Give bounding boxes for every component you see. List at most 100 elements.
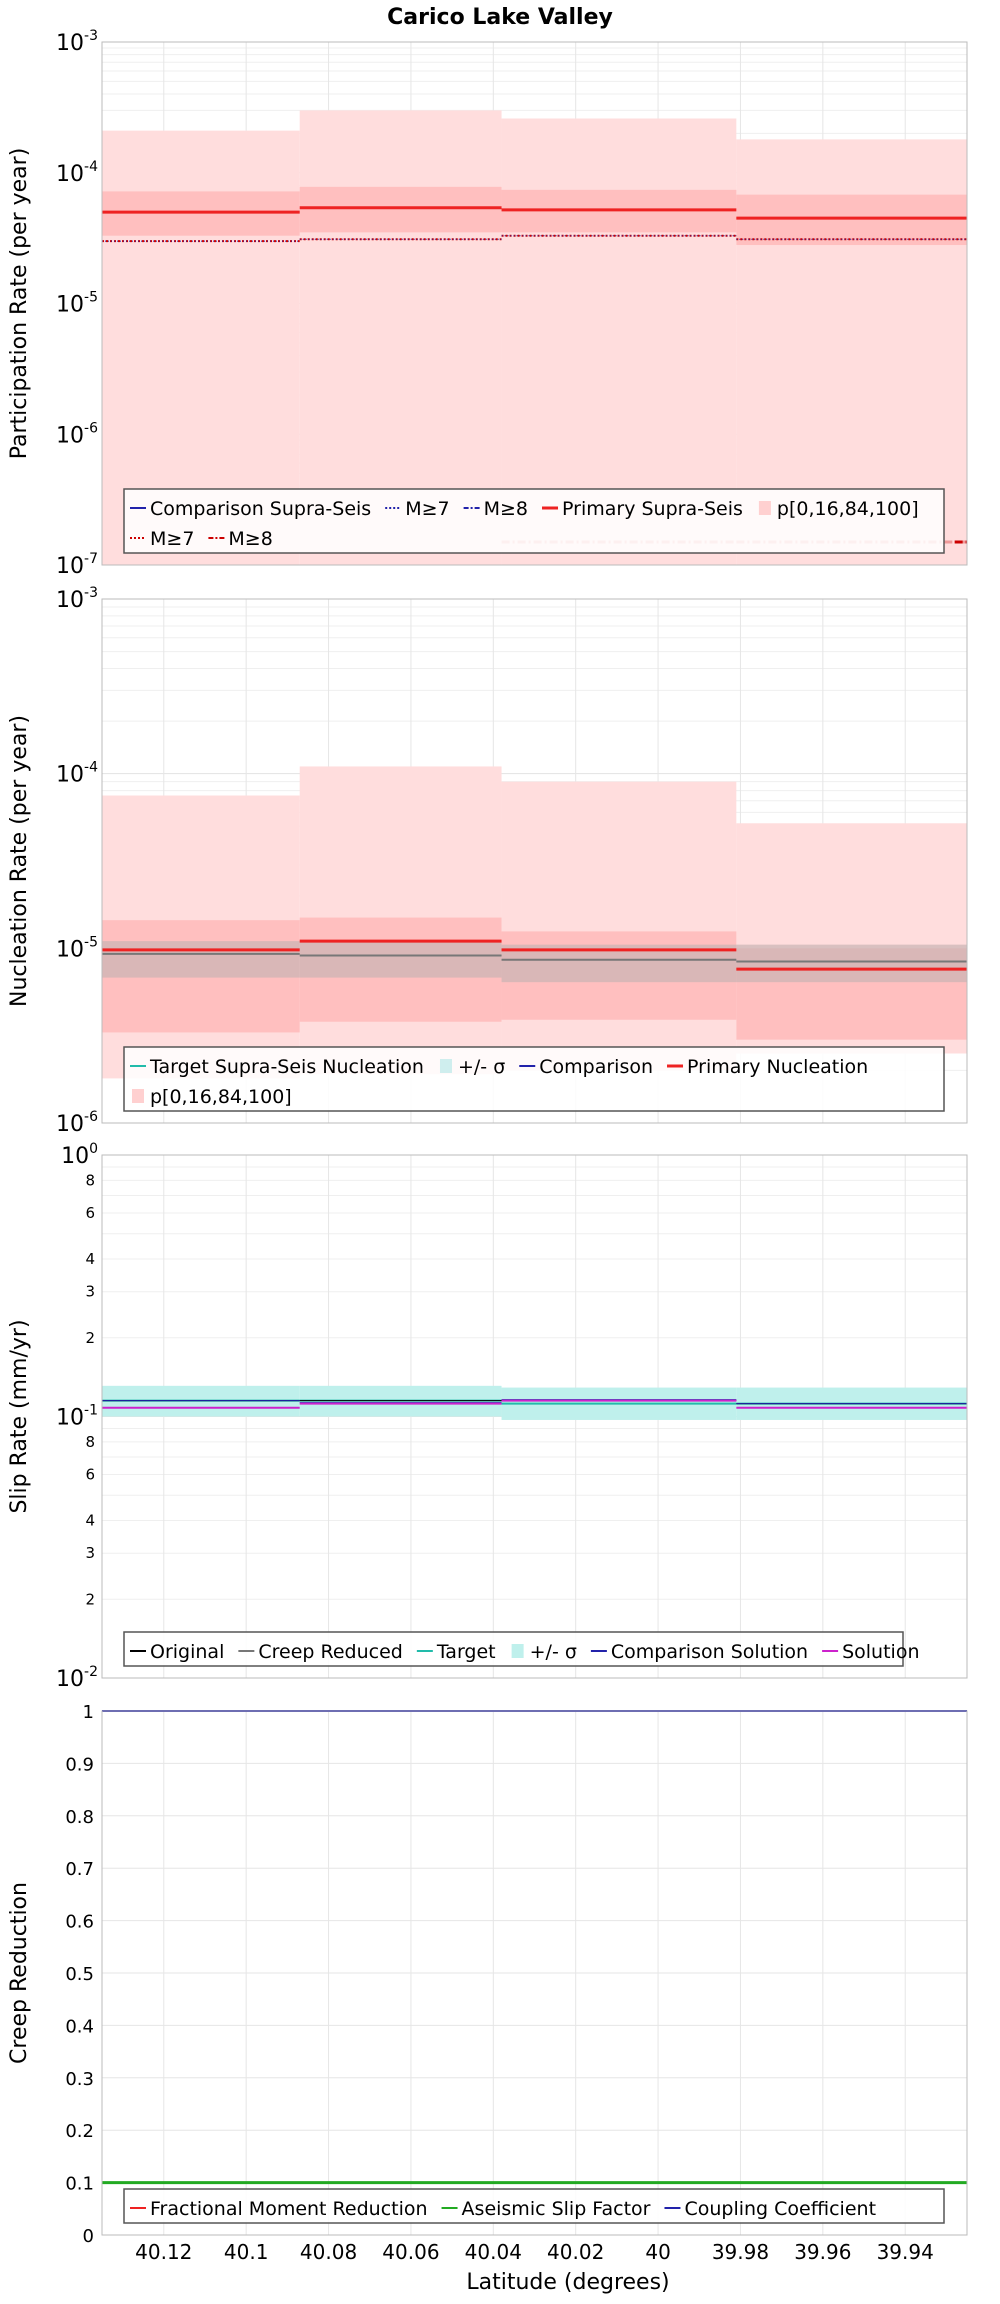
legend-item-m-7: M≥7 xyxy=(385,498,450,520)
x-tick-label: 40.02 xyxy=(547,2240,604,2264)
legend-item-p-0-16-84-100-: p[0,16,84,100] xyxy=(132,1086,292,1108)
legend-label: M≥8 xyxy=(228,528,272,550)
legend-swatch xyxy=(132,1089,144,1103)
legend: Fractional Moment Reduction Aseismic Slip… xyxy=(123,2188,945,2224)
x-tick-label: 40.08 xyxy=(300,2240,357,2264)
gridlines xyxy=(102,1155,967,1679)
legend-label: Primary Supra-Seis xyxy=(562,498,743,520)
y-tick-label: 1 xyxy=(83,1702,94,1723)
series-group xyxy=(102,766,967,1079)
legend-item-m-8: M≥8 xyxy=(208,528,273,550)
band-p16-84 xyxy=(299,186,502,233)
y-tick-label: 10-5 xyxy=(56,290,98,318)
legend-label: Comparison Supra-Seis xyxy=(150,498,371,520)
series-group xyxy=(102,1385,967,1420)
legend-label: Coupling Coefficient xyxy=(684,2198,876,2220)
y-minor-tick-label: 8 xyxy=(85,1171,95,1189)
y-tick-label: 0.7 xyxy=(65,1859,94,1880)
legend-item--: +/- σ xyxy=(439,1056,505,1078)
legend-label: +/- σ xyxy=(530,1641,577,1663)
panel-participation: 10-3 10-4 10-5 10-6 10-7 Participation Rate (… xyxy=(7,28,968,579)
legend-item-m-7: M≥7 xyxy=(130,528,194,550)
plot-frame xyxy=(101,598,968,1124)
y-tick-label: 10-1 xyxy=(56,1403,98,1431)
legend-item-primary-nucleation: Primary Nucleation xyxy=(667,1056,868,1078)
legend: Comparison Supra-Seis M≥7 M≥8 Primary Supra… xyxy=(123,488,945,554)
legend-box xyxy=(123,2188,945,2224)
x-tick-label: 40.12 xyxy=(135,2240,192,2264)
legend-label: p[0,16,84,100] xyxy=(777,498,919,520)
legend-item-primary-supra-seis: Primary Supra-Seis xyxy=(542,498,743,520)
legend-label: p[0,16,84,100] xyxy=(150,1086,292,1108)
y-minor-tick-label: 2 xyxy=(85,1590,95,1608)
x-tick-label: 39.96 xyxy=(794,2240,851,2264)
y-tick-label: 10-6 xyxy=(56,420,98,448)
legend-label: Creep Reduced xyxy=(258,1641,402,1663)
y-tick-label: 10-3 xyxy=(56,585,98,613)
legend-item-coupling-coefficient: Coupling Coefficient xyxy=(664,2198,876,2220)
band-- xyxy=(299,941,502,978)
y-tick-label: 10-3 xyxy=(56,28,98,56)
legend-swatch xyxy=(511,1644,524,1658)
x-axis-label: Latitude (degrees) xyxy=(466,2270,669,2295)
y-minor-tick-label: 8 xyxy=(85,1433,95,1451)
legend-label: M≥7 xyxy=(405,498,449,520)
y-tick-label: 10-4 xyxy=(56,159,98,187)
legend-item-m-8: M≥8 xyxy=(463,498,528,520)
legend-item-fractional-moment-reduction: Fractional Moment Reduction xyxy=(130,2198,428,2220)
legend-item-original: Original xyxy=(130,1641,224,1663)
legend-label: Primary Nucleation xyxy=(687,1056,868,1078)
legend-item-solution: Solution xyxy=(822,1641,920,1663)
y-tick-label: 10-2 xyxy=(56,1664,98,1692)
legend-label: Aseismic Slip Factor xyxy=(462,2198,651,2220)
y-minor-tick-label: 3 xyxy=(85,1283,95,1301)
y-axis-label: Participation Rate (per year) xyxy=(7,148,32,460)
legend-box xyxy=(123,488,945,554)
y-axis-label: Slip Rate (mm/yr) xyxy=(7,1319,32,1513)
legend-swatch xyxy=(439,1059,452,1073)
y-tick-labels: 10-3 10-4 10-5 10-6 xyxy=(56,585,98,1137)
legend-item-target-supra-seis-nucleation: Target Supra-Seis Nucleation xyxy=(130,1056,424,1078)
y-tick-label: 0.4 xyxy=(65,2016,94,2037)
legend-item-aseismic-slip-factor: Aseismic Slip Factor xyxy=(441,2198,651,2220)
x-tick-label: 40.06 xyxy=(382,2240,439,2264)
y-axis-label: Nucleation Rate (per year) xyxy=(7,715,32,1007)
x-tick-label: 39.94 xyxy=(877,2240,934,2264)
plot-frame xyxy=(101,1154,968,1679)
y-tick-label: 10-4 xyxy=(56,760,98,788)
legend-item-comparison: Comparison xyxy=(519,1056,653,1078)
y-minor-tick-label: 2 xyxy=(85,1329,95,1347)
x-tick-label: 39.98 xyxy=(712,2240,769,2264)
y-tick-label: 10-6 xyxy=(56,1109,98,1137)
panel-creep: 1 0.9 0.8 0.7 0.6 0.5 0.4 0.3 0.2 0.1 0 Creep Reduc… xyxy=(7,1702,968,2247)
legend-label: Target Supra-Seis Nucleation xyxy=(149,1056,424,1078)
y-tick-labels: 10-3 10-4 10-5 10-6 10-7 xyxy=(56,28,98,579)
legend-label: Comparison xyxy=(539,1056,653,1078)
y-minor-tick-label: 6 xyxy=(85,1466,95,1484)
legend-label: Target xyxy=(436,1641,496,1663)
x-tick-labels: 40.12 40.1 40.08 40.06 40.04 40.02 40 39.98 39.9… xyxy=(135,2240,934,2264)
y-tick-label: 0.5 xyxy=(65,1964,94,1985)
y-minor-tick-label: 4 xyxy=(85,1512,95,1530)
panel-nucleation: 10-3 10-4 10-5 10-6 Nucleation Rate (per yea… xyxy=(7,585,968,1137)
y-tick-label: 0.1 xyxy=(65,2174,94,2195)
legend-label: +/- σ xyxy=(458,1056,505,1078)
y-tick-label: 0.8 xyxy=(65,1807,94,1828)
legend-item-comparison-solution: Comparison Solution xyxy=(590,1641,808,1663)
y-axis-label: Creep Reduction xyxy=(7,1882,32,2064)
legend-box xyxy=(123,1046,945,1112)
legend-item-target: Target xyxy=(416,1641,496,1663)
plot-frame xyxy=(101,41,968,566)
legend-label: Fractional Moment Reduction xyxy=(150,2198,428,2220)
band-p-0-16-84-100- xyxy=(501,781,737,1071)
legend: Target Supra-Seis Nucleation +/- σ Compari… xyxy=(123,1046,945,1112)
y-tick-label: 10-7 xyxy=(56,551,98,579)
legend-swatch xyxy=(758,501,771,515)
x-tick-label: 40.1 xyxy=(224,2240,269,2264)
y-tick-label: 10-5 xyxy=(56,934,98,962)
band-p16-84 xyxy=(736,194,967,246)
legend: Original Creep Reduced Target +/- σ Comparis… xyxy=(123,1631,920,1667)
x-tick-label: 40.04 xyxy=(465,2240,522,2264)
legend-label: Solution xyxy=(842,1641,919,1663)
